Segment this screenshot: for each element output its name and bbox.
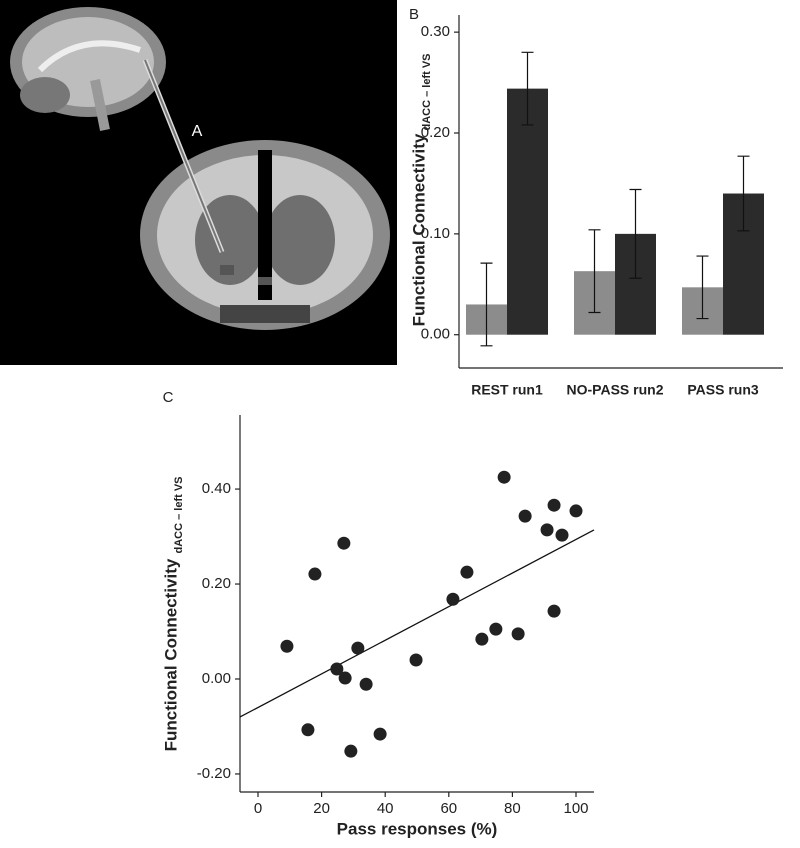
y-tick-label: 0.20: [202, 575, 231, 592]
x-tick-label: 80: [504, 800, 521, 817]
error-bar: [521, 51, 534, 126]
y-tick-label: -0.20: [197, 765, 231, 782]
point: [330, 662, 344, 676]
y-axis-label-sub: dACC – left VS: [173, 476, 185, 553]
y-tick-label: 0.20: [421, 124, 450, 141]
brain-image: A: [0, 0, 397, 365]
y-tick-label: 0.40: [202, 480, 231, 497]
error-bar: [480, 262, 493, 347]
point: [280, 639, 294, 653]
point: [351, 641, 365, 655]
error-bar: [629, 188, 642, 279]
point: [555, 528, 569, 542]
point: [359, 677, 373, 691]
point: [518, 509, 532, 523]
x-tick-label: PASS run3: [687, 382, 759, 398]
x-tick-label: REST run1: [471, 382, 543, 398]
point: [511, 627, 525, 641]
point: [373, 727, 387, 741]
point: [460, 565, 474, 579]
point: [446, 592, 460, 606]
bar: [507, 88, 548, 335]
point: [547, 604, 561, 618]
x-tick-label: 20: [313, 800, 330, 817]
x-axis-label: Pass responses (%): [337, 819, 498, 838]
point: [308, 567, 322, 581]
y-tick-label: 0.10: [421, 225, 450, 242]
error-bar: [737, 155, 750, 232]
y-axis-label: Functional Connectivity: [409, 133, 428, 326]
panel-label: C: [163, 389, 174, 406]
y-tick-label: 0.00: [202, 670, 231, 687]
point: [497, 470, 511, 484]
point: [475, 632, 489, 646]
x-tick-label: 60: [440, 800, 457, 817]
y-tick-label: 0.30: [421, 23, 450, 40]
y-tick-label: 0.00: [421, 326, 450, 343]
error-bar: [696, 255, 709, 320]
point: [489, 622, 503, 636]
x-tick-label: 40: [377, 800, 394, 817]
x-tick-label: NO-PASS run2: [567, 382, 664, 398]
point: [409, 653, 423, 667]
point: [301, 723, 315, 737]
trend-line: [239, 529, 595, 718]
point: [547, 498, 561, 512]
y-axis-label-sub: dACC – left VS: [421, 53, 433, 130]
error-bar: [588, 229, 601, 314]
panel-label: B: [409, 6, 419, 23]
point: [569, 504, 583, 518]
point: [344, 744, 358, 758]
y-axis-label: Functional Connectivity: [161, 558, 180, 751]
x-tick-label: 0: [254, 800, 262, 817]
panel-label: A: [192, 123, 203, 140]
x-tick-label: 100: [563, 800, 588, 817]
point: [338, 671, 352, 685]
point: [337, 536, 351, 550]
point: [540, 523, 554, 537]
